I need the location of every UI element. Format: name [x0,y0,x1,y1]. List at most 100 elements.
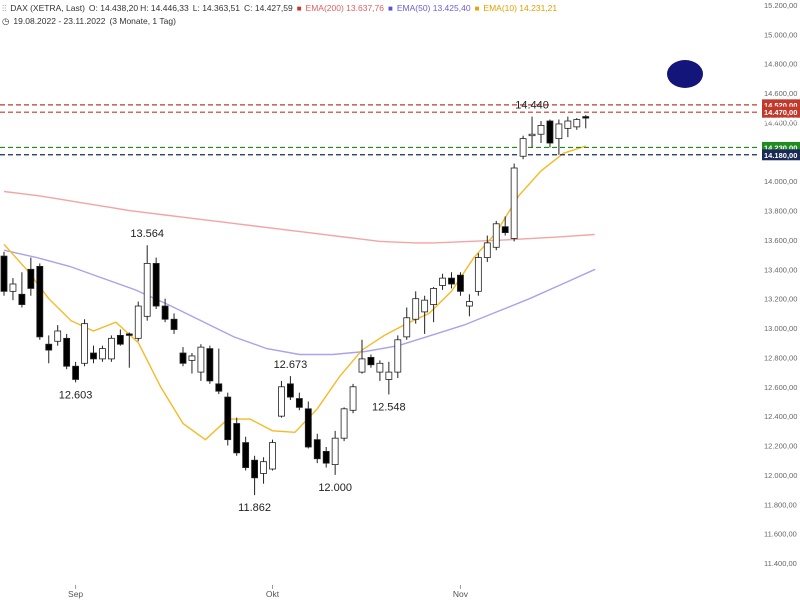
candle-body [108,337,115,360]
candle-body [358,358,366,373]
level-price-label: 14.520,00 [764,101,797,110]
candle-body [278,386,285,417]
chart-header-line1: ⫶⫶ DAX (XETRA, Last) O: 14.438,20 H: 14.446… [2,3,561,14]
candle-body [0,255,8,292]
y-tick-label: 13.600,00 [764,236,797,245]
candle-body [143,263,151,317]
candle-body [465,301,473,307]
candle-body [161,305,169,320]
candle-body [269,442,276,470]
candle-body [295,398,303,408]
candle-body [99,348,106,360]
candle-body [430,288,438,305]
ema50-line [3,249,596,356]
y-tick-label: 13.200,00 [764,295,797,304]
candle-body [385,371,393,380]
level-price-label: 14.230,00 [764,143,797,152]
y-tick-label: 12.200,00 [764,442,797,451]
y-tick-label: 14.000,00 [764,177,797,186]
candle-body [376,362,384,373]
y-tick-label: 14.800,00 [764,60,797,69]
y-tick-label: 12.600,00 [764,383,797,392]
close-value: C: 14.427,59 [244,3,293,13]
y-tick-label: 13.000,00 [764,324,797,333]
price-annotation: 11.862 [238,502,271,514]
price-annotation: 12.548 [372,401,406,413]
candle-body [483,242,491,258]
candle-body [72,365,79,380]
candle-body [573,119,581,128]
candle-body [63,337,71,367]
candle-body [448,277,455,285]
candle-body [403,317,411,338]
last-price-label: 14.427,59 [764,115,797,124]
candle-body [537,125,545,135]
candle-body [27,268,35,289]
candle-body [18,293,26,305]
candle-body [555,123,563,140]
candle-body [90,352,97,360]
ema200-legend: EMA(200) 13.637,76 [305,3,384,13]
candle-body [501,226,509,234]
ema10-legend: EMA(10) 14.231,21 [483,3,558,13]
period-label: (3 Monate, 1 Tag) [109,16,176,26]
candle-body [215,383,223,392]
candle-body [492,223,500,248]
circle-marker-icon[interactable] [667,60,703,88]
y-tick-label: 11.800,00 [764,500,797,509]
y-tick-label: 11.400,00 [764,559,797,568]
y-tick-label: 12.800,00 [764,353,797,362]
candle-body [54,330,62,342]
candle-body [242,442,250,468]
candle-body [134,305,142,339]
level-price-label: 14.470,00 [764,108,797,117]
open-value: O: 14.438,20 [88,3,139,13]
level-price-tag [762,106,800,118]
candle-body [421,299,429,313]
y-tick-label: 12.400,00 [764,412,797,421]
price-annotation: 12.603 [59,389,93,401]
y-tick-label: 11.600,00 [764,530,797,539]
level-price-label: 14.180,00 [764,151,797,160]
candle-body [9,283,17,292]
price-annotation: 12.673 [274,359,308,371]
period-range: 19.08.2022 - 23.11.2022 [13,16,106,26]
candle-body [528,133,536,137]
candle-body [322,450,330,464]
candle-body [45,343,53,351]
price-annotation: 14.440 [515,100,549,112]
candle-body [188,355,196,361]
level-price-tag [762,99,800,111]
candle-body [116,334,124,345]
level-price-tag [762,149,800,161]
candle-body [206,348,214,382]
high-value: H: 14.446,33 [140,3,189,13]
ema50-legend: EMA(50) 13.425,40 [396,3,471,13]
candle-body [582,116,590,119]
candle-body [197,346,205,373]
bar-chart-icon: ⫶⫶ [2,3,7,13]
chart-header-line2: ◷ 19.08.2022 - 23.11.2022 (3 Monate, 1 Tag… [2,16,180,27]
instrument-name: DAX (XETRA, Last) [10,3,85,13]
candle-body [260,461,267,474]
candle-body [457,274,464,292]
candle-body [313,439,321,460]
candle-body [439,277,446,286]
y-tick-label: 14.600,00 [764,89,797,98]
candle-body [304,408,312,448]
candle-body [286,383,294,398]
price-annotation: 12.000 [318,482,352,494]
ema200-legend-marker: ■ [296,4,302,13]
candle-body [412,298,420,320]
candle-body [546,120,554,144]
candle-body [125,333,133,336]
candle-body [367,357,375,366]
y-tick-label: 13.800,00 [764,207,797,216]
candle-body [251,459,259,479]
y-tick-label: 14.400,00 [764,118,797,127]
candle-body [36,265,44,338]
y-tick-label: 15.000,00 [764,30,797,39]
x-tick-label: Nov [453,589,469,599]
x-tick-label: Sep [68,589,83,599]
